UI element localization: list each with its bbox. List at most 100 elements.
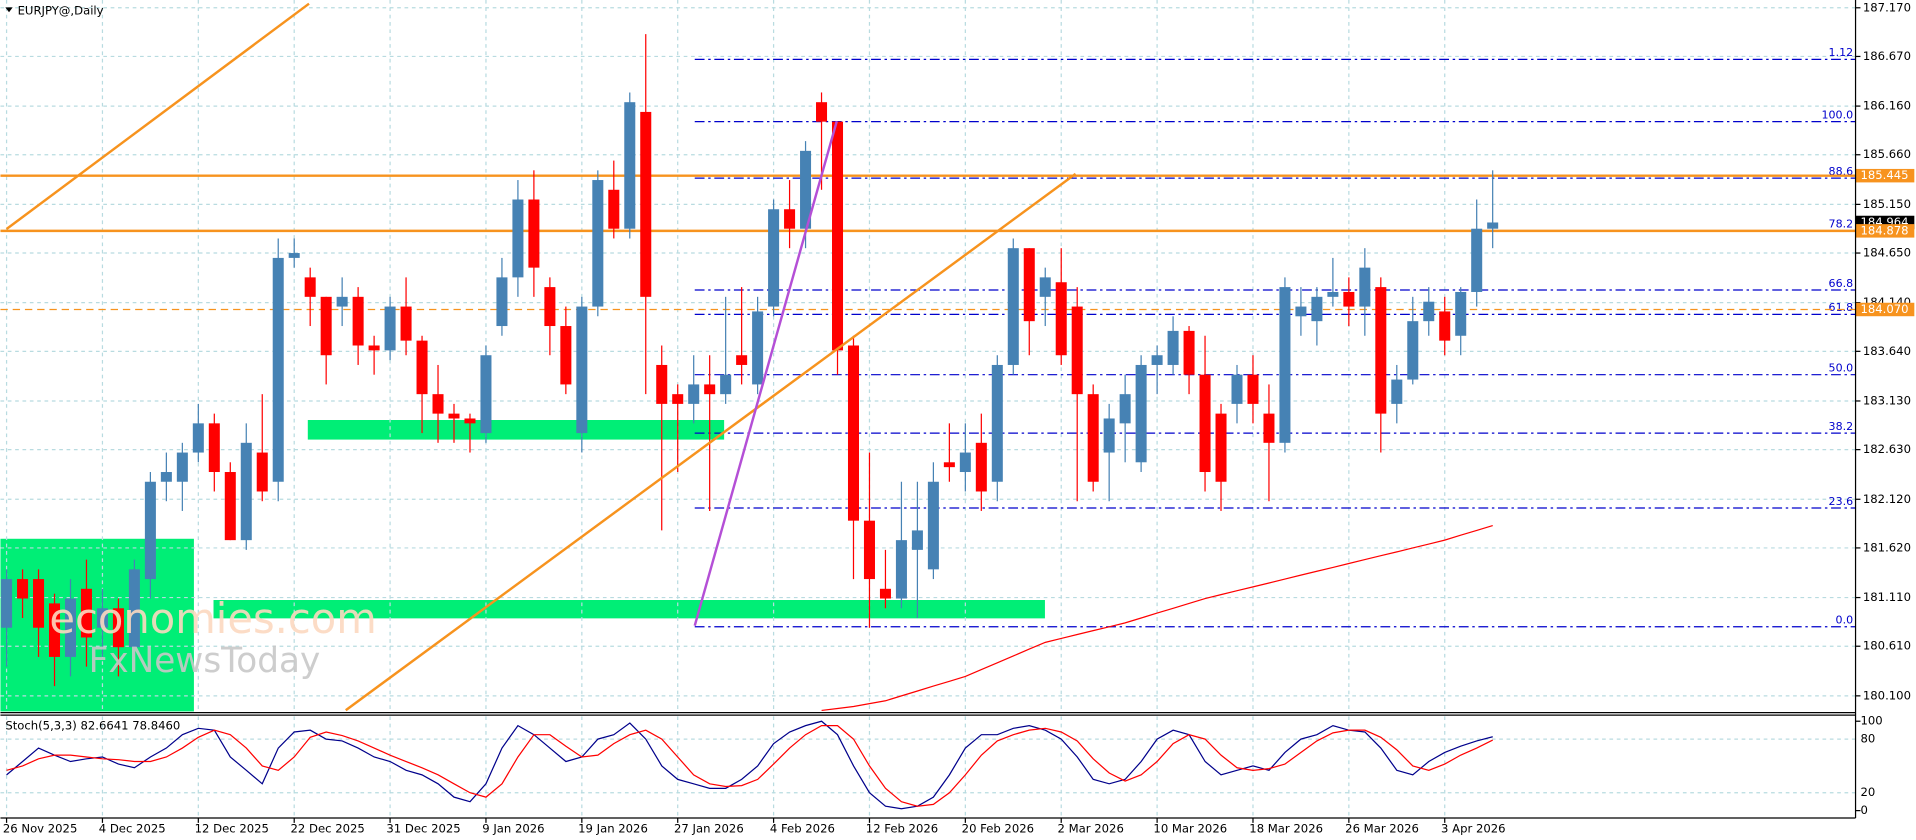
y-tick-label: 181.620 (1863, 540, 1911, 554)
candle-body (528, 199, 540, 268)
x-tick-label: 19 Jan 2026 (578, 821, 648, 835)
candle-body (784, 209, 796, 229)
candle-body (847, 345, 859, 521)
candle-body (1007, 248, 1019, 365)
zone (213, 600, 1045, 619)
fib-label: 1.12 (1829, 46, 1854, 59)
watermark: FxNewsToday (89, 641, 321, 681)
candle-body (959, 452, 971, 473)
stoch-title: Stoch(5,3,3) 82.6641 78.8460 (5, 719, 180, 733)
candle-body (832, 121, 844, 351)
trendlines (5, 2, 1077, 712)
candle-body (1151, 355, 1163, 365)
candle-body (304, 277, 316, 297)
y-tick-label: 20 (1860, 785, 1875, 799)
candle-body (49, 603, 61, 657)
x-tick-label: 2 Mar 2026 (1058, 821, 1124, 835)
candle-body (1, 579, 13, 628)
candle-body (991, 364, 1003, 482)
candle-body (432, 394, 444, 414)
candle-body (144, 481, 156, 580)
candle-body (1247, 374, 1259, 404)
candle-body (1215, 413, 1227, 482)
candle-body (800, 150, 812, 229)
price-tag-label: 184.878 (1860, 223, 1908, 237)
candle-body (1359, 267, 1371, 307)
candle-body (1055, 282, 1067, 356)
candle-body (879, 588, 891, 599)
candle-body (480, 355, 492, 434)
x-tick-label: 22 Dec 2025 (291, 821, 365, 835)
x-tick-label: 12 Dec 2025 (195, 821, 269, 835)
y-tick-label: 183.640 (1863, 344, 1911, 358)
candle-body (160, 472, 172, 482)
candle-body (336, 296, 348, 307)
candle-body (1487, 222, 1499, 229)
fib-label: 78.2 (1829, 218, 1854, 231)
candle-body (384, 306, 396, 351)
candle-body (1071, 306, 1083, 395)
candle-body (608, 189, 620, 229)
y-tick-label: 186.160 (1863, 99, 1911, 113)
candle-body (1119, 394, 1131, 424)
candle-body (1263, 413, 1275, 443)
y-tick-label: 181.110 (1863, 590, 1911, 604)
candle-body (895, 540, 907, 599)
fib-label: 0.0 (1836, 614, 1854, 627)
x-tick-label: 9 Jan 2026 (482, 821, 544, 835)
candle-body (128, 569, 140, 648)
y-tick-label: 183.130 (1863, 393, 1911, 407)
candle-body (17, 579, 29, 599)
marks: 1.12100.088.678.266.861.850.038.223.60.0… (0, 34, 1915, 810)
candle-body (1039, 277, 1051, 297)
candle-body (592, 180, 604, 307)
candle-body (1135, 364, 1147, 463)
candle-body (1167, 330, 1179, 365)
y-tick-label: 185.660 (1863, 147, 1911, 161)
y-tick-label: 185.150 (1863, 197, 1911, 211)
x-tick-label: 26 Mar 2026 (1345, 821, 1419, 835)
candle-body (911, 530, 923, 550)
candle-body (1087, 394, 1099, 482)
x-tick-label: 4 Dec 2025 (99, 821, 166, 835)
fib-label: 50.0 (1829, 362, 1854, 375)
candle-body (272, 257, 284, 482)
trendline (693, 120, 838, 627)
price-tag (1855, 224, 1915, 238)
x-tick-label: 31 Dec 2025 (386, 821, 460, 835)
candle-body (208, 423, 220, 473)
candle-body (1311, 296, 1323, 322)
price-tag-label: 185.445 (1860, 168, 1908, 182)
y-tick-label: 180.100 (1863, 688, 1911, 702)
x-tick-label: 26 Nov 2025 (3, 821, 77, 835)
chart-title: EURJPY@,Daily (18, 4, 104, 18)
candle-body (352, 296, 364, 346)
y-tick-label: 182.630 (1863, 442, 1911, 456)
price-tag (1855, 302, 1915, 317)
candle-body (1455, 291, 1467, 336)
candle-body (448, 413, 460, 419)
candle-body (1183, 330, 1195, 375)
fib-label: 23.6 (1829, 495, 1854, 508)
candle-body (256, 452, 268, 492)
candle-body (624, 102, 636, 229)
x-tick-label: 27 Jan 2026 (674, 821, 744, 835)
price-tag (1855, 168, 1915, 183)
candle-body (1375, 287, 1387, 414)
y-tick-label: 182.120 (1863, 492, 1911, 506)
candle-body (943, 462, 955, 468)
candle-body (736, 355, 748, 365)
candle-body (752, 311, 764, 385)
watermark: economies.com (49, 594, 376, 643)
candle-body (704, 384, 716, 395)
candle-body (1423, 301, 1435, 322)
candle-body (64, 598, 76, 657)
y-tick-label: 80 (1860, 732, 1875, 746)
candle-body (176, 452, 188, 482)
menu-arrow[interactable] (5, 7, 13, 13)
moving-average (821, 524, 1493, 712)
candle-body (1343, 291, 1355, 307)
fib-label: 100.0 (1822, 109, 1854, 122)
